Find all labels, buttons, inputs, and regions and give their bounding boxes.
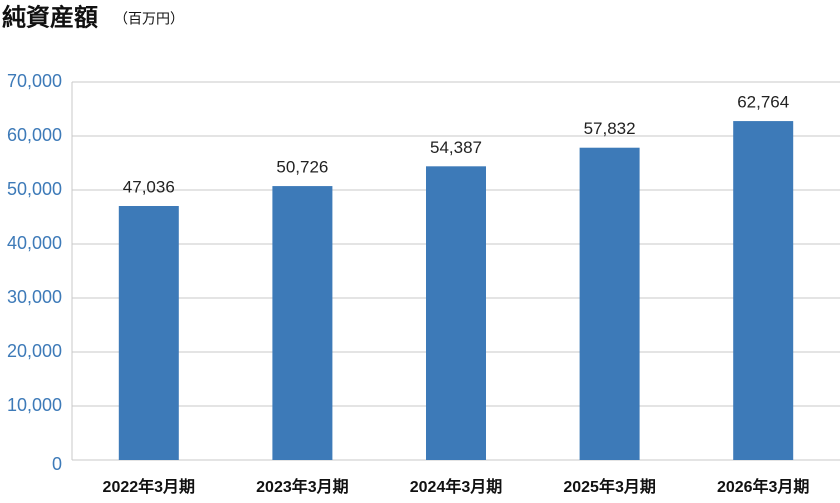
unit-label: （百万円） [114, 11, 184, 27]
y-tick-label: 0 [52, 454, 62, 474]
bar [272, 186, 333, 461]
x-tick-label: 2026年3月期 [717, 477, 810, 496]
value-label: 54,387 [430, 138, 482, 157]
bar [118, 206, 179, 460]
x-tick-label: 2024年3月期 [410, 477, 503, 496]
y-tick-label: 10,000 [7, 395, 62, 415]
y-tick-label: 40,000 [7, 233, 62, 253]
y-tick-label: 60,000 [7, 125, 62, 145]
value-label: 47,036 [123, 177, 175, 196]
bar [579, 147, 640, 460]
x-tick-label: 2023年3月期 [256, 477, 349, 496]
chart-title: 純資産額 [2, 3, 98, 31]
y-tick-label: 30,000 [7, 287, 62, 307]
bar [426, 166, 486, 461]
y-tick-label: 70,000 [7, 71, 62, 91]
value-label: 50,726 [276, 158, 328, 177]
x-tick-label: 2025年3月期 [563, 477, 656, 496]
y-tick-label: 20,000 [7, 341, 62, 361]
value-label: 57,832 [584, 119, 636, 138]
bar [733, 121, 794, 460]
x-tick-label: 2022年3月期 [103, 477, 196, 496]
y-tick-label: 50,000 [7, 179, 62, 199]
value-label: 62,764 [737, 93, 789, 112]
